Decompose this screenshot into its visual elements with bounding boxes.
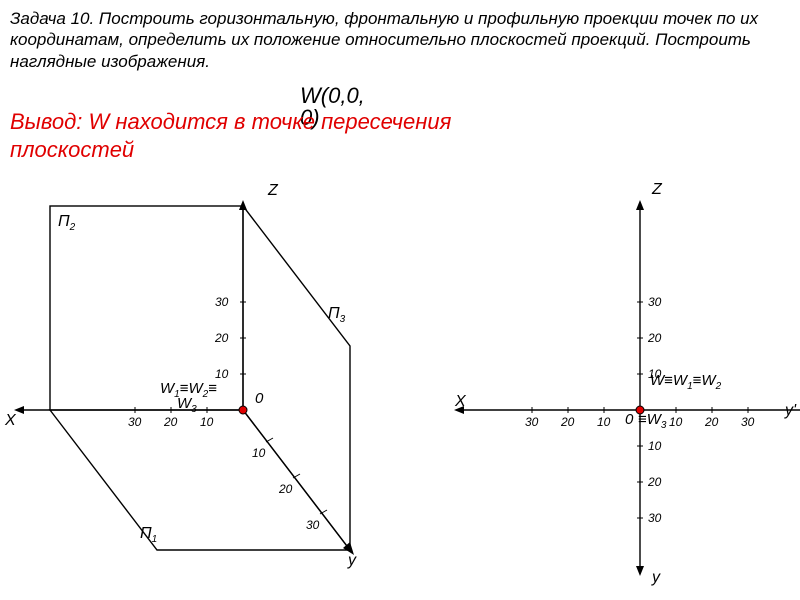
axis-label-yprime-right: y' <box>784 402 797 419</box>
svg-text:30: 30 <box>648 511 662 525</box>
w-label-right-1: W≡W1≡W2 <box>650 372 722 392</box>
svg-text:20: 20 <box>560 415 575 429</box>
left-diagram: Z X y 10 20 30 10 20 30 10 <box>4 182 357 569</box>
right-diagram: Z X y' y 10 20 30 10 20 30 10 20 30 10 2… <box>454 181 800 586</box>
y-ticks-right: 10 20 30 <box>637 439 662 525</box>
svg-text:20: 20 <box>278 482 293 496</box>
svg-text:20: 20 <box>214 331 229 345</box>
conclusion: Вывод: W находится в точке пересечения п… <box>10 108 790 163</box>
y-ticks-left: 10 20 30 <box>252 438 327 532</box>
diagrams-container: Z X y 10 20 30 10 20 30 10 <box>0 170 800 590</box>
w-point-right <box>636 406 644 414</box>
diagrams-svg: Z X y 10 20 30 10 20 30 10 <box>0 170 800 590</box>
svg-text:30: 30 <box>741 415 755 429</box>
y-arrow-right <box>636 566 644 576</box>
axis-label-y-left: y <box>347 552 357 569</box>
plane-label-p1: П1 <box>140 525 157 545</box>
z-ticks-right: 10 20 30 <box>637 295 662 381</box>
svg-text:20: 20 <box>647 331 662 345</box>
w-label-left-2: W3 <box>177 395 197 415</box>
svg-text:30: 30 <box>525 415 539 429</box>
w-label-right-2: ≡W3 <box>638 411 667 431</box>
svg-text:10: 10 <box>648 439 662 453</box>
svg-text:10: 10 <box>215 367 229 381</box>
plane-p3-parallelogram <box>243 206 350 550</box>
svg-text:20: 20 <box>647 475 662 489</box>
svg-text:30: 30 <box>128 415 142 429</box>
w-point-left <box>239 406 247 414</box>
axis-label-x-left: X <box>4 412 17 429</box>
plane-label-p2: П2 <box>58 213 76 233</box>
svg-text:10: 10 <box>252 446 266 460</box>
z-ticks-left: 10 20 30 <box>214 295 246 381</box>
svg-text:10: 10 <box>597 415 611 429</box>
axis-label-z-left: Z <box>267 182 279 199</box>
conclusion-line1: Вывод: W находится в точке пересечения <box>10 109 451 134</box>
axis-label-x-right: X <box>454 393 467 410</box>
z-arrow-right <box>636 200 644 210</box>
plane-label-p3: П3 <box>328 305 346 325</box>
svg-text:30: 30 <box>306 518 320 532</box>
conclusion-line2: плоскостей <box>10 137 134 162</box>
zero-right: 0 <box>625 411 634 428</box>
zero-left: 0 <box>255 390 264 407</box>
svg-text:20: 20 <box>704 415 719 429</box>
svg-text:30: 30 <box>648 295 662 309</box>
axis-label-z-right: Z <box>651 181 663 198</box>
axis-label-y-right: y <box>651 569 661 586</box>
plane-p1-parallelogram <box>50 410 350 550</box>
svg-text:20: 20 <box>163 415 178 429</box>
svg-text:10: 10 <box>200 415 214 429</box>
task-text: Задача 10. Построить горизонтальную, фро… <box>10 8 790 72</box>
svg-text:10: 10 <box>669 415 683 429</box>
svg-text:30: 30 <box>215 295 229 309</box>
z-arrow-left <box>239 200 247 210</box>
